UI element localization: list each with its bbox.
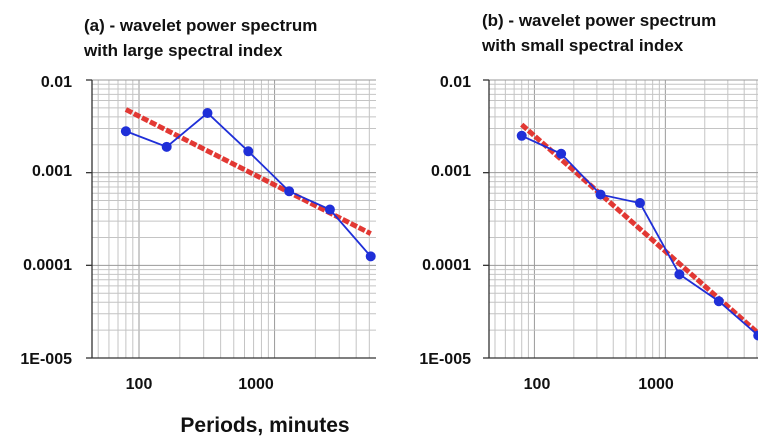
chart-a-x-tick-label: 100 [126, 376, 153, 393]
chart-a-title-line-2: with large spectral index [83, 41, 283, 60]
chart-b-y-tick-label: 0.001 [431, 163, 471, 180]
chart-a-y-tick-label: 0.01 [41, 74, 72, 91]
chart-b-data-point [713, 296, 724, 307]
chart-b-data-point [753, 330, 758, 341]
chart-b-title-line-1: (b) - wavelet power spectrum [482, 11, 716, 30]
chart-a-title-line-1: (a) - wavelet power spectrum [84, 16, 317, 35]
chart-a-y-tick-label: 0.001 [32, 163, 72, 180]
chart-a-data-point [324, 204, 335, 215]
chart-a-y-tick-label: 0.0001 [23, 257, 72, 274]
chart-b-y-tick-label: 1E-005 [419, 351, 471, 368]
chart-b-plot-area [489, 80, 758, 358]
chart-a-data-point [284, 186, 295, 197]
chart-b-title-line-2: with small spectral index [481, 36, 684, 55]
chart-a [86, 79, 376, 359]
chart-b-y-tick-label: 0.01 [440, 74, 471, 91]
chart-b-data-point [556, 148, 567, 159]
chart-b-data-point [595, 189, 606, 200]
chart-b-x-tick-label: 1000 [638, 376, 674, 393]
chart-a-data-point [202, 108, 213, 119]
chart-a-y-tick-label: 1E-005 [20, 351, 72, 368]
chart-a-data-point [120, 126, 131, 137]
chart-b-data-point [674, 269, 685, 280]
chart-a-data-point [161, 141, 172, 152]
x-axis-label: Periods, minutes [180, 414, 349, 437]
chart-a-data-point [243, 146, 254, 157]
chart-b-data-point [634, 198, 645, 209]
chart-b-x-tick-label: 100 [524, 376, 551, 393]
chart-b [483, 79, 758, 359]
chart-a-x-tick-label: 1000 [238, 376, 274, 393]
chart-b-data-point [516, 130, 527, 141]
chart-a-data-point [365, 251, 376, 262]
chart-b-y-tick-label: 0.0001 [422, 257, 471, 274]
chart-b-grid [489, 79, 758, 359]
